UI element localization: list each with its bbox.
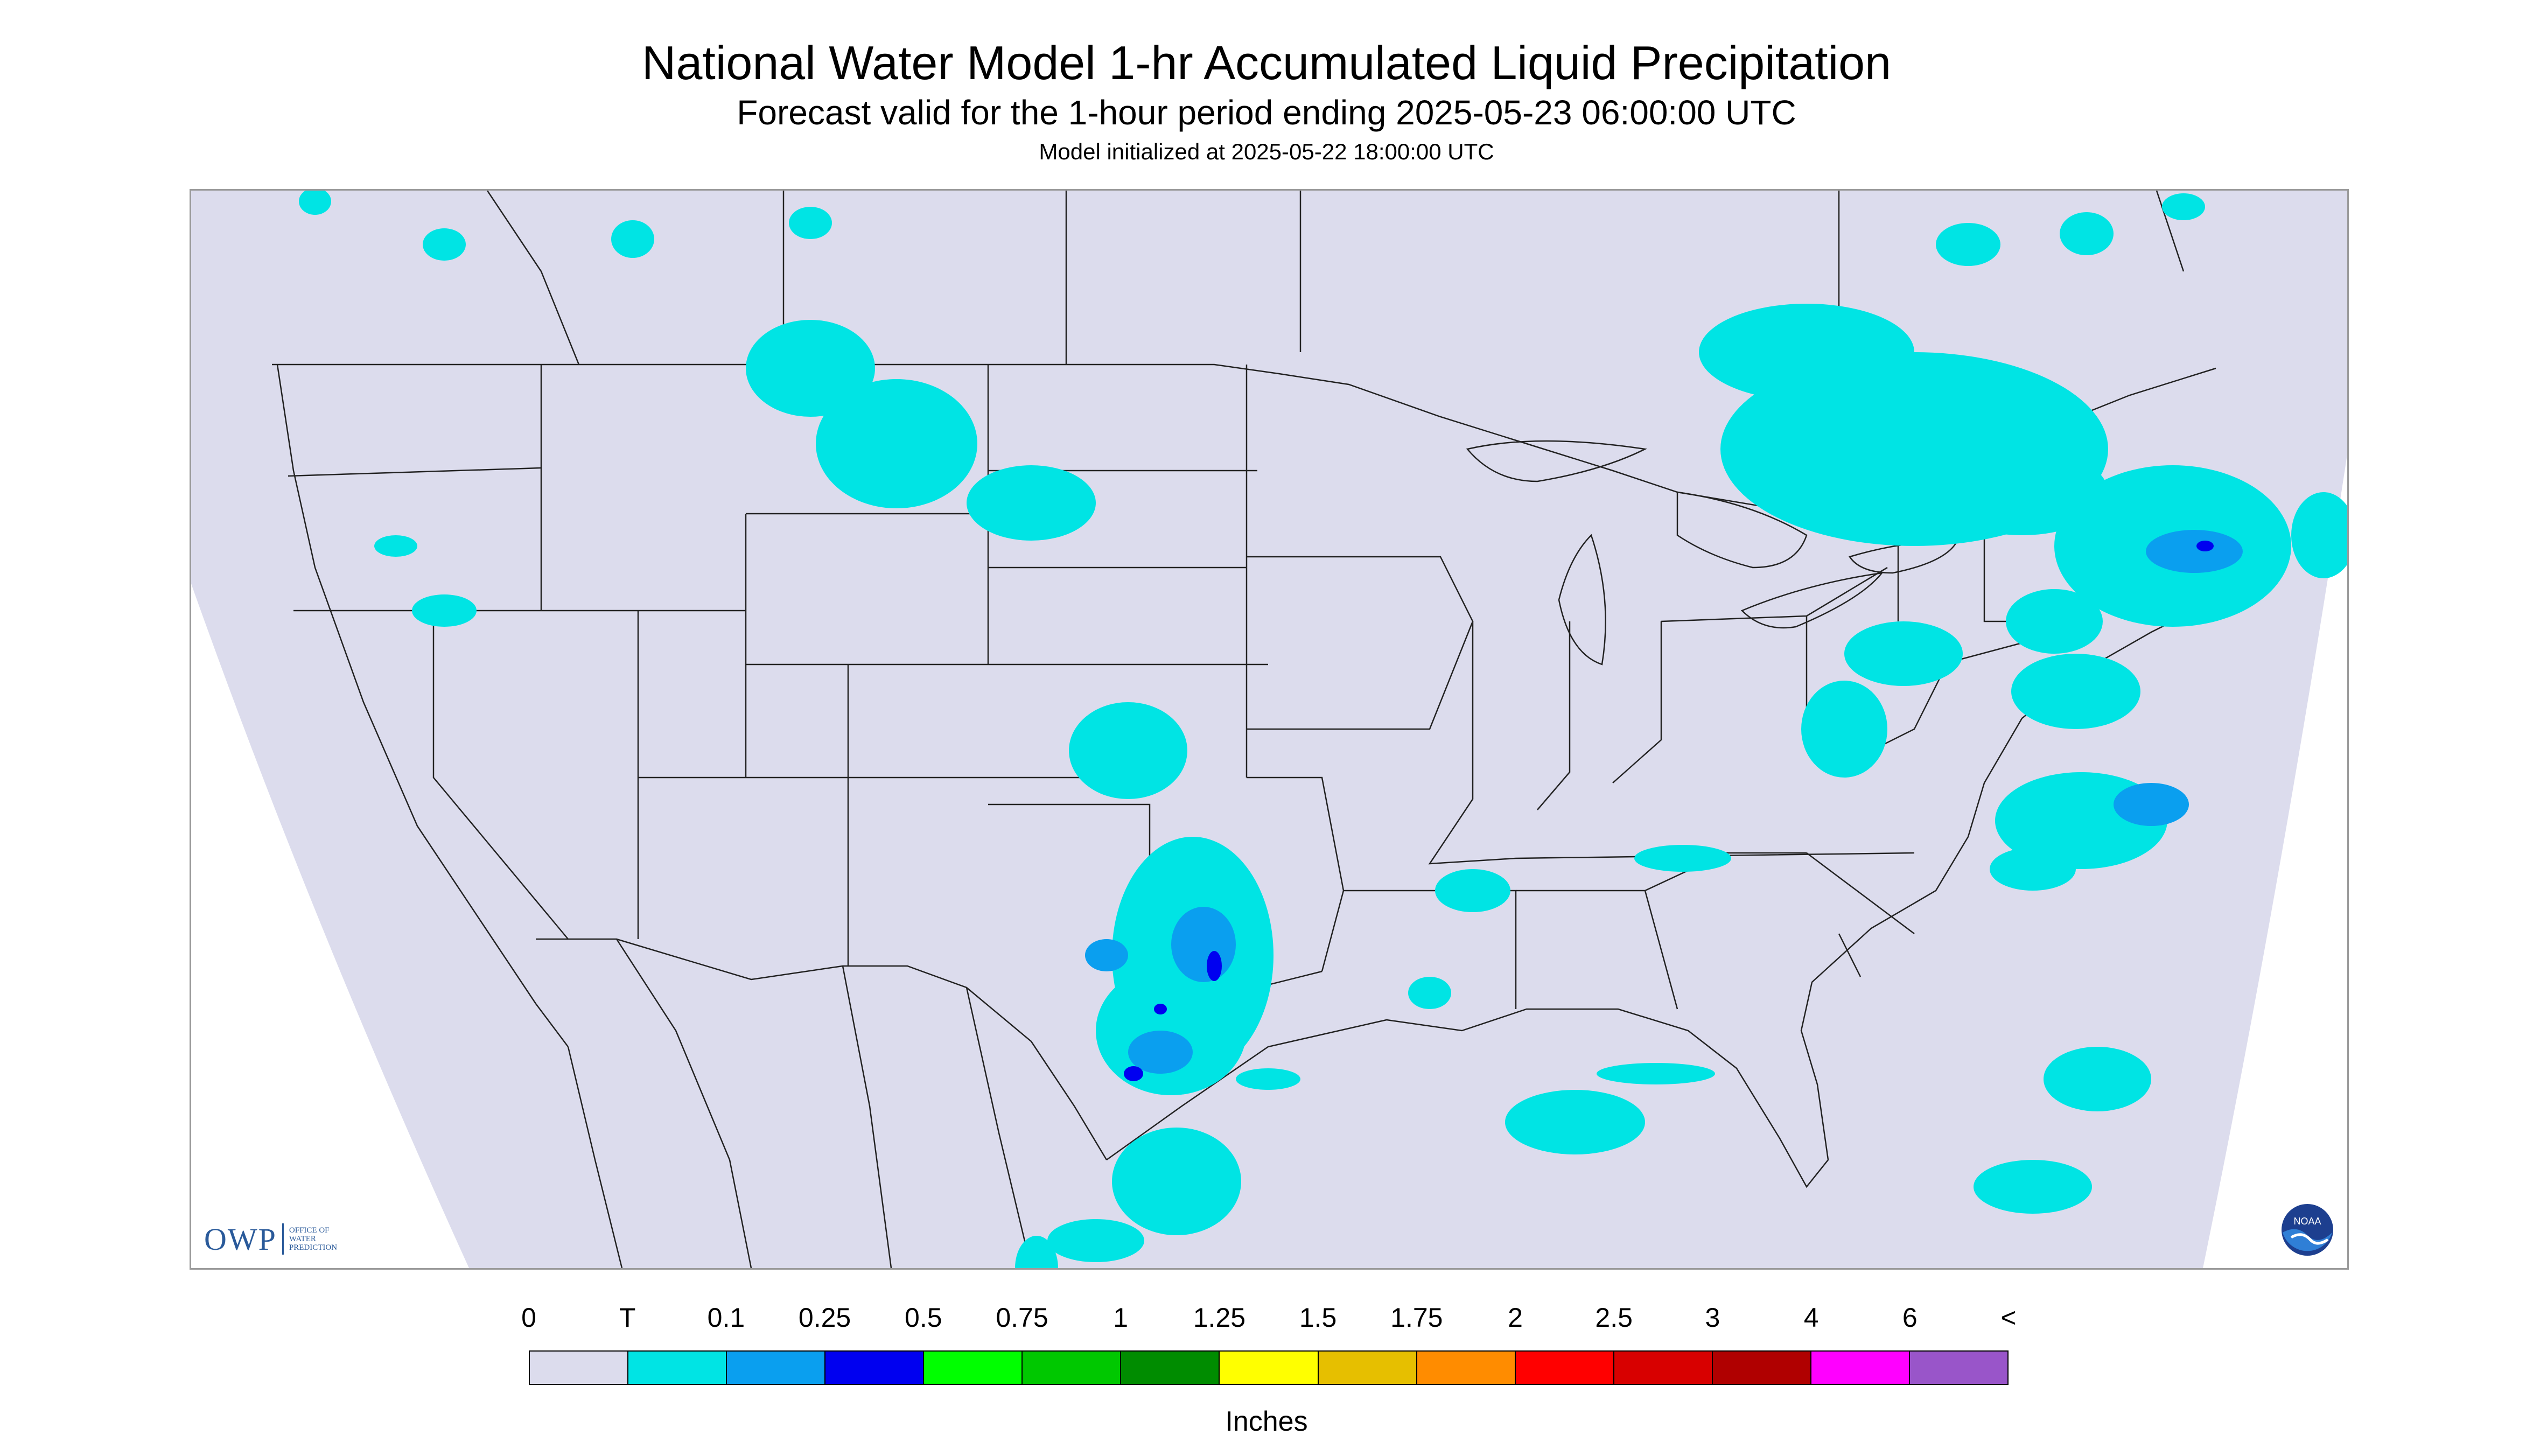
- legend-swatch: [825, 1352, 925, 1384]
- legend-tick-label: <: [2000, 1303, 2017, 1333]
- owp-logo-line: PREDICTION: [289, 1243, 338, 1252]
- owp-logo: OWP OFFICE OF WATER PREDICTION: [204, 1220, 337, 1258]
- legend-tick-label: 1.5: [1299, 1303, 1337, 1333]
- owp-logo-mark: OWP: [204, 1221, 277, 1257]
- noaa-logo-icon: NOAA: [2282, 1204, 2333, 1256]
- legend-tick-labels: 0 T 0.1 0.25 0.5 0.75 1 1.25 1.5 1.75 2 2.5 3 4 6 <: [0, 1302, 2533, 1334]
- legend-swatch: [530, 1352, 629, 1384]
- legend-units-label: Inches: [1225, 1406, 1308, 1437]
- legend-swatch: [1417, 1352, 1516, 1384]
- legend-color-bar: [529, 1350, 2009, 1385]
- map-subtitle: Forecast valid for the 1-hour period end…: [737, 93, 1796, 132]
- legend-swatch: [1811, 1352, 1910, 1384]
- legend-swatch: [924, 1352, 1023, 1384]
- noaa-logo-text: NOAA: [2293, 1216, 2321, 1227]
- owp-logo-line: WATER: [289, 1235, 316, 1243]
- legend-tick-label: 0.25: [798, 1303, 851, 1333]
- owp-logo-text: OFFICE OF WATER PREDICTION: [289, 1226, 337, 1252]
- legend-tick-label: 4: [1803, 1303, 1819, 1333]
- legend-tick-label: 0.1: [707, 1303, 745, 1333]
- owp-logo-line: OFFICE OF: [289, 1226, 330, 1235]
- legend-swatch: [628, 1352, 727, 1384]
- boundary-lines: [272, 191, 2281, 1268]
- legend-tick-label: 0.5: [905, 1303, 942, 1333]
- legend-swatch: [1318, 1352, 1417, 1384]
- legend-swatch: [1220, 1352, 1319, 1384]
- legend-swatch: [727, 1352, 826, 1384]
- legend-tick-label: 0: [521, 1303, 536, 1333]
- legend-tick-label: 2.5: [1595, 1303, 1633, 1333]
- precipitation-map: OWP OFFICE OF WATER PREDICTION NOAA: [190, 189, 2349, 1270]
- legend-tick-label: T: [619, 1303, 636, 1333]
- precip-trace-areas: [299, 191, 2347, 1268]
- legend-swatch: [1121, 1352, 1220, 1384]
- legend-tick-label: 0.75: [996, 1303, 1048, 1333]
- map-title: National Water Model 1-hr Accumulated Li…: [641, 36, 1892, 89]
- legend-tick-label: 1.25: [1193, 1303, 1246, 1333]
- legend-swatch: [1515, 1352, 1614, 1384]
- legend-swatch: [1909, 1352, 2007, 1384]
- precip-moderate-areas: [1124, 541, 2214, 1081]
- legend-swatch: [1023, 1352, 1122, 1384]
- legend-tick-label: 3: [1705, 1303, 1720, 1333]
- legend-tick-label: 1: [1113, 1303, 1129, 1333]
- legend-tick-label: 6: [1902, 1303, 1918, 1333]
- legend-tick-label: 2: [1508, 1303, 1523, 1333]
- legend-tick-label: 1.75: [1390, 1303, 1443, 1333]
- legend-swatch: [1712, 1352, 1811, 1384]
- model-init-note: Model initialized at 2025-05-22 18:00:00…: [1039, 139, 1494, 164]
- map-canvas: [191, 191, 2347, 1268]
- owp-logo-divider: [282, 1223, 284, 1255]
- legend-swatch: [1614, 1352, 1713, 1384]
- precip-light-areas: [1085, 530, 2243, 1074]
